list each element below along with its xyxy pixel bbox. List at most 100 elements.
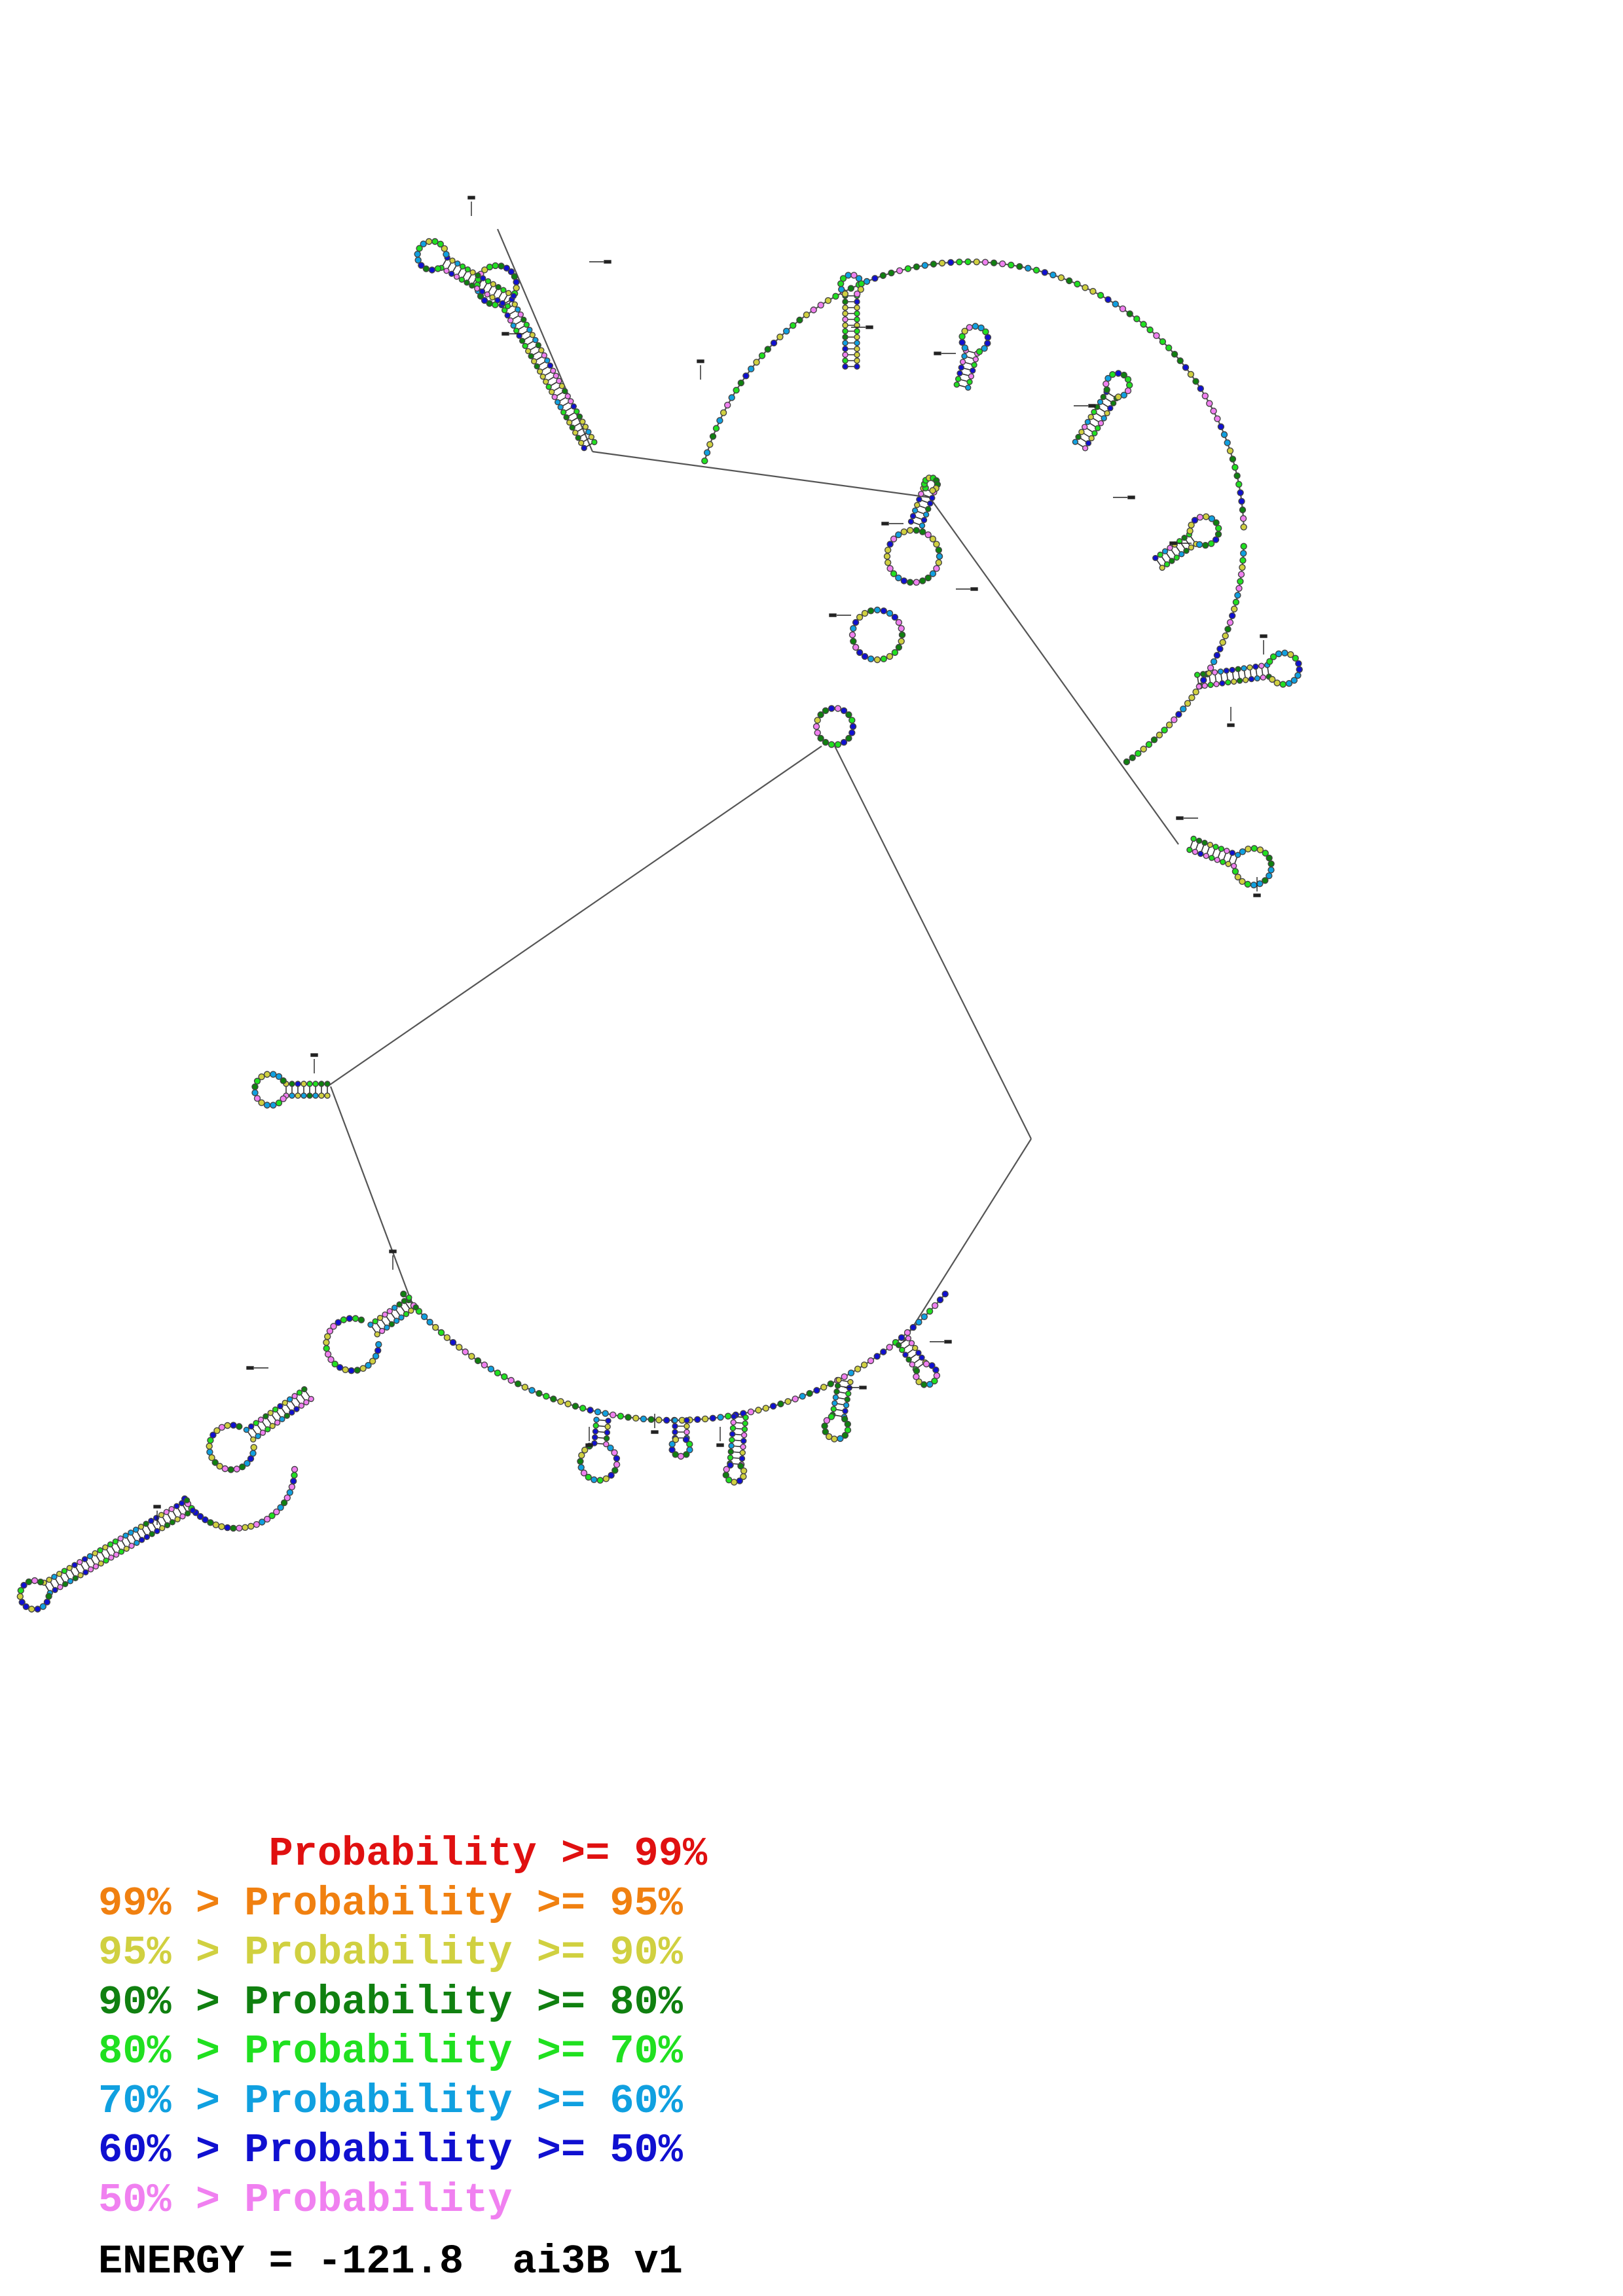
nucleotide-756 <box>928 1362 936 1369</box>
nucleotide-351 <box>517 311 524 318</box>
nucleotide-248 <box>1212 536 1220 543</box>
nucleotide-161 <box>858 280 866 287</box>
nucleotide-515 <box>921 516 928 524</box>
nucleotide-301 <box>1190 835 1197 842</box>
nucleotide-176 <box>961 353 968 359</box>
nucleotide-834 <box>247 1455 255 1462</box>
nucleotide-906 <box>46 1576 52 1583</box>
nucleotide-555 <box>270 1102 277 1109</box>
nucleotide-703 <box>740 1431 748 1439</box>
nucleotide-430 <box>434 265 442 272</box>
nucleotide-440 <box>437 240 444 248</box>
nucleotide-194 <box>1094 425 1101 431</box>
nucleotide-392 <box>481 266 488 274</box>
nucleotide-795 <box>324 1350 332 1358</box>
nucleotide-23 <box>817 302 824 309</box>
nucleotide-623 <box>550 1395 557 1403</box>
nucleotide-94 <box>1239 564 1246 571</box>
nucleotide-557 <box>258 1099 265 1107</box>
nucleotide-849 <box>224 1422 231 1429</box>
nucleotide-926 <box>98 1560 104 1567</box>
nucleotide-365 <box>551 393 558 401</box>
nucleotide-228 <box>1183 547 1190 554</box>
nucleotide-55 <box>1082 284 1089 291</box>
nucleotide-633 <box>481 1361 488 1369</box>
nucleotide-124 <box>1140 745 1147 753</box>
nucleotide-2 <box>706 440 714 448</box>
nucleotide-856 <box>286 1489 293 1496</box>
nucleotide-189 <box>976 348 983 355</box>
nucleotide-77 <box>1214 415 1221 422</box>
nucleotide-899 <box>81 1556 88 1562</box>
nucleotide-643 <box>421 1313 428 1321</box>
nucleotide-897 <box>92 1550 98 1556</box>
nucleotide-102 <box>1226 619 1234 626</box>
nucleotide-309 <box>1234 852 1241 858</box>
connector-lower-right-2 <box>903 1138 1032 1342</box>
nucleotide-71 <box>1187 370 1195 378</box>
nucleotide-10 <box>737 379 745 387</box>
nucleotide-855 <box>288 1483 296 1491</box>
nucleotide-631 <box>494 1369 501 1376</box>
nucleotide-310 <box>1239 848 1247 855</box>
nucleotide-734 <box>844 1426 852 1434</box>
nucleotide-455 <box>884 559 892 566</box>
nucleotide-361 <box>563 414 570 421</box>
nucleotide-516 <box>922 511 930 518</box>
nucleotide-910 <box>179 1513 186 1520</box>
nucleotide-782 <box>374 1331 380 1338</box>
nucleotide-224 <box>1163 561 1171 567</box>
nucleotide-698 <box>727 1454 734 1461</box>
nucleotide-832 <box>250 1444 257 1451</box>
nucleotide-330 <box>579 418 586 425</box>
tick-10-label <box>467 196 475 200</box>
nucleotide-715 <box>722 1471 730 1479</box>
nucleotide-933 <box>62 1581 69 1588</box>
nucleotide-829 <box>259 1429 266 1436</box>
nucleotide-655 <box>604 1429 611 1436</box>
nucleotide-359 <box>569 424 575 431</box>
tick-4-label <box>1127 495 1135 499</box>
nucleotide-514 <box>919 522 926 529</box>
nucleotide-719 <box>834 1382 841 1390</box>
nucleotide-757 <box>932 1366 939 1374</box>
nucleotide-680 <box>684 1429 690 1435</box>
nucleotide-707 <box>739 1455 746 1462</box>
nucleotide-456 <box>883 552 891 560</box>
nucleotide-816 <box>253 1420 259 1426</box>
tick-16-label <box>310 1053 318 1057</box>
nucleotide-827 <box>269 1422 276 1429</box>
nucleotide-14 <box>758 352 766 359</box>
nucleotide-99 <box>1232 598 1240 606</box>
nucleotide-344 <box>538 347 545 353</box>
nucleotide-318 <box>1266 872 1273 880</box>
nucleotide-42 <box>973 259 980 266</box>
nucleotide-640 <box>437 1329 445 1336</box>
nucleotide-283 <box>1292 655 1299 662</box>
nucleotide-648 <box>593 1416 600 1423</box>
nucleotide-62 <box>1133 315 1140 323</box>
nucleotide-519 <box>929 495 936 501</box>
nucleotide-405 <box>495 284 501 291</box>
nucleotide-465 <box>924 531 932 539</box>
nucleotide-918 <box>138 1537 145 1543</box>
nucleotide-577 <box>886 1344 893 1351</box>
nucleotide-182 <box>966 324 974 331</box>
nucleotide-149 <box>842 316 848 323</box>
nucleotide-428 <box>443 268 450 274</box>
nucleotide-601 <box>717 1414 724 1421</box>
nucleotide-209 <box>1097 399 1104 405</box>
nucleotide-403 <box>505 290 512 296</box>
nucleotide-376 <box>519 338 526 344</box>
nucleotide-45 <box>998 260 1006 268</box>
nucleotide-938 <box>43 1598 51 1605</box>
nucleotide-513 <box>849 723 857 730</box>
tick-23-label <box>859 1386 867 1390</box>
nucleotide-295 <box>1203 852 1210 859</box>
nucleotide-469 <box>936 552 943 560</box>
nucleotide-664 <box>602 1475 610 1482</box>
nucleotide-861 <box>268 1512 276 1520</box>
nucleotide-317 <box>1267 866 1275 874</box>
nucleotide-79 <box>1220 431 1228 439</box>
nucleotide-819 <box>308 1395 314 1403</box>
